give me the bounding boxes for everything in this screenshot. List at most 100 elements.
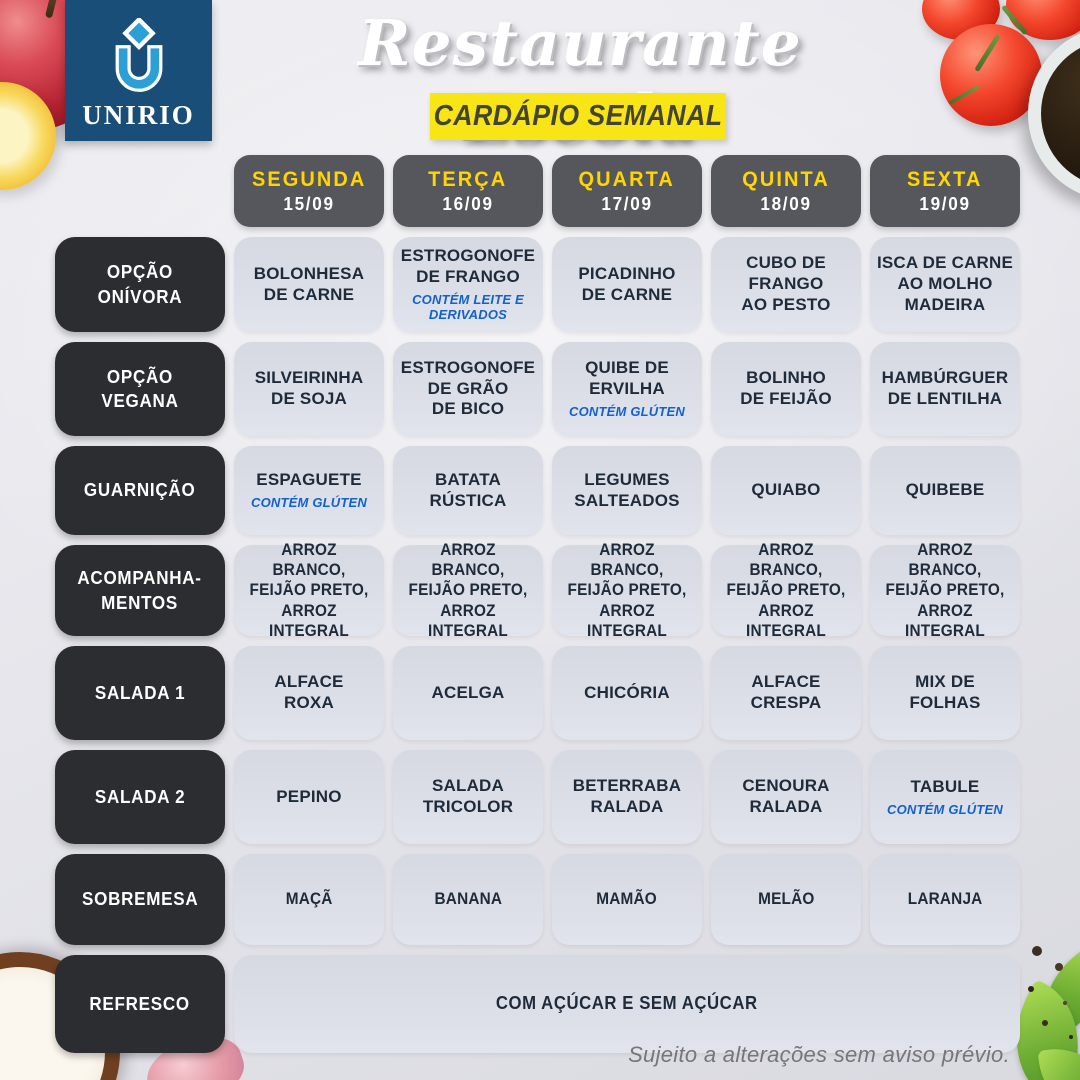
dish-name: COM AÇÚCAR E SEM AÇÚCAR bbox=[496, 993, 758, 1014]
day-header-quinta: QUINTA 18/09 bbox=[711, 155, 861, 227]
row-label-text: OPÇÃO VEGANA bbox=[101, 365, 179, 411]
dish-name: ALFACE ROXA bbox=[274, 672, 344, 712]
dish-name: BOLINHO DE FEIJÃO bbox=[740, 368, 832, 408]
dish-name: QUIBE DE ERVILHA bbox=[585, 358, 669, 399]
allergen-note: CONTÉM GLÚTEN bbox=[251, 495, 367, 511]
day-name: TERÇA bbox=[428, 167, 508, 191]
row-label-opcao-vegana: OPÇÃO VEGANA bbox=[55, 342, 225, 436]
dish-name: ISCA DE CARNE AO MOLHO MADEIRA bbox=[876, 253, 1014, 314]
dish-name: ESPAGUETE bbox=[256, 470, 362, 490]
menu-cell: LARANJA bbox=[870, 854, 1020, 945]
dish-name: MELÃO bbox=[757, 890, 815, 909]
subtitle-text: CARDÁPIO SEMANAL bbox=[433, 100, 723, 132]
menu-cell: CUBO DE FRANGO AO PESTO bbox=[711, 237, 861, 332]
dish-name: HAMBÚRGUER DE LENTILHA bbox=[881, 368, 1009, 408]
dish-name: ARROZ BRANCO, FEIJÃO PRETO, ARROZ INTEGR… bbox=[726, 541, 846, 640]
menu-cell: BATATA RÚSTICA bbox=[393, 446, 543, 535]
dish-name: PEPINO bbox=[276, 786, 342, 806]
row-label-text: GUARNIÇÃO bbox=[84, 479, 196, 501]
row-label-acompanhamentos: ACOMPANHA- MENTOS bbox=[55, 545, 225, 636]
day-header-sexta: SEXTA 19/09 bbox=[870, 155, 1020, 227]
menu-cell: PEPINO bbox=[234, 750, 384, 844]
menu-cell: ARROZ BRANCO, FEIJÃO PRETO, ARROZ INTEGR… bbox=[552, 541, 702, 640]
dish-name: CHICÓRIA bbox=[584, 682, 670, 702]
row-label-sobremesa: SOBREMESA bbox=[55, 854, 225, 945]
dish-name: LARANJA bbox=[907, 890, 983, 909]
dish-name: ESTROGONOFE DE GRÃO DE BICO bbox=[400, 357, 536, 419]
allergen-note: CONTÉM GLÚTEN bbox=[569, 403, 685, 419]
dish-name: ARROZ BRANCO, FEIJÃO PRETO, ARROZ INTEGR… bbox=[408, 541, 528, 640]
day-name: SEGUNDA bbox=[251, 167, 367, 191]
menu-cell: SALADA TRICOLOR bbox=[393, 750, 543, 844]
dish-name: ACELGA bbox=[431, 682, 505, 702]
unirio-logo: UNIRIO bbox=[65, 0, 212, 141]
menu-cell: SILVEIRINHA DE SOJA bbox=[234, 342, 384, 436]
dish-name: CUBO DE FRANGO AO PESTO bbox=[741, 253, 831, 314]
row-label-salada-2: SALADA 2 bbox=[55, 750, 225, 844]
dish-name: ARROZ BRANCO, FEIJÃO PRETO, ARROZ INTEGR… bbox=[885, 541, 1005, 640]
dish-name: QUIABO bbox=[751, 480, 821, 500]
peppercorns-photo bbox=[1032, 946, 1042, 956]
row-label-opcao-onivora: OPÇÃO ONÍVORA bbox=[55, 237, 225, 332]
menu-cell: CENOURA RALADA bbox=[711, 750, 861, 844]
menu-cell: MAMÃO bbox=[552, 854, 702, 945]
menu-cell: ALFACE ROXA bbox=[234, 646, 384, 740]
menu-cell: ACELGA bbox=[393, 646, 543, 740]
dish-name: ALFACE CRESPA bbox=[750, 672, 822, 712]
menu-cell: ESTROGONOFE DE FRANGO CONTÉM LEITE E DER… bbox=[393, 237, 543, 332]
dish-name: BATATA RÚSTICA bbox=[429, 469, 507, 510]
dish-name: BOLONHESA DE CARNE bbox=[253, 263, 365, 304]
dish-name: MIX DE FOLHAS bbox=[909, 672, 981, 712]
row-label-text: ACOMPANHA- MENTOS bbox=[77, 567, 203, 613]
menu-cell: BANANA bbox=[393, 854, 543, 945]
dish-name: MAÇÃ bbox=[285, 890, 333, 909]
day-date: 16/09 bbox=[442, 193, 494, 214]
menu-cell: TABULE CONTÉM GLÚTEN bbox=[870, 750, 1020, 844]
dish-name: PICADINHO DE CARNE bbox=[578, 263, 676, 304]
menu-cell: ESTROGONOFE DE GRÃO DE BICO bbox=[393, 342, 543, 436]
menu-cell: HAMBÚRGUER DE LENTILHA bbox=[870, 342, 1020, 436]
allergen-note: CONTÉM GLÚTEN bbox=[887, 801, 1003, 817]
day-header-quarta: QUARTA 17/09 bbox=[552, 155, 702, 227]
row-label-text: SALADA 2 bbox=[94, 785, 186, 807]
day-date: 19/09 bbox=[919, 193, 971, 214]
dish-name: ESTROGONOFE DE FRANGO bbox=[400, 246, 536, 286]
menu-cell: BETERRABA RALADA bbox=[552, 750, 702, 844]
dish-name: SALADA TRICOLOR bbox=[422, 776, 514, 816]
row-label-text: REFRESCO bbox=[89, 992, 191, 1014]
unirio-logo-icon bbox=[115, 18, 162, 92]
unirio-wordmark: UNIRIO bbox=[82, 100, 195, 130]
menu-cell: CHICÓRIA bbox=[552, 646, 702, 740]
menu-cell: QUIABO bbox=[711, 446, 861, 535]
corner-spacer bbox=[55, 155, 225, 227]
dish-name: QUIBEBE bbox=[905, 480, 985, 500]
menu-cell: ARROZ BRANCO, FEIJÃO PRETO, ARROZ INTEGR… bbox=[393, 541, 543, 640]
row-label-refresco: REFRESCO bbox=[55, 955, 225, 1053]
dish-name: CENOURA RALADA bbox=[742, 776, 830, 816]
tomato-photo bbox=[940, 24, 1042, 126]
day-name: SEXTA bbox=[907, 167, 983, 191]
menu-cell: LEGUMES SALTEADOS bbox=[552, 446, 702, 535]
menu-cell: ARROZ BRANCO, FEIJÃO PRETO, ARROZ INTEGR… bbox=[870, 541, 1020, 640]
row-label-text: SALADA 1 bbox=[94, 681, 186, 703]
row-label-text: OPÇÃO ONÍVORA bbox=[97, 261, 183, 307]
menu-cell: QUIBE DE ERVILHA CONTÉM GLÚTEN bbox=[552, 342, 702, 436]
menu-table: SEGUNDA 15/09 TERÇA 16/09 QUARTA 17/09 Q… bbox=[55, 155, 1020, 1053]
menu-cell: MIX DE FOLHAS bbox=[870, 646, 1020, 740]
menu-cell: BOLINHO DE FEIJÃO bbox=[711, 342, 861, 436]
day-date: 18/09 bbox=[760, 193, 812, 214]
menu-cell: MELÃO bbox=[711, 854, 861, 945]
dish-name: BANANA bbox=[434, 890, 502, 909]
menu-cell: PICADINHO DE CARNE bbox=[552, 237, 702, 332]
day-header-terca: TERÇA 16/09 bbox=[393, 155, 543, 227]
day-date: 15/09 bbox=[283, 193, 335, 214]
day-date: 17/09 bbox=[601, 193, 653, 214]
row-label-salada-1: SALADA 1 bbox=[55, 646, 225, 740]
menu-cell: BOLONHESA DE CARNE bbox=[234, 237, 384, 332]
subtitle-banner: CARDÁPIO SEMANAL bbox=[430, 93, 726, 140]
menu-cell: ARROZ BRANCO, FEIJÃO PRETO, ARROZ INTEGR… bbox=[711, 541, 861, 640]
day-name: QUARTA bbox=[578, 167, 676, 191]
dish-name: ARROZ BRANCO, FEIJÃO PRETO, ARROZ INTEGR… bbox=[249, 541, 369, 640]
menu-cell: ESPAGUETE CONTÉM GLÚTEN bbox=[234, 446, 384, 535]
